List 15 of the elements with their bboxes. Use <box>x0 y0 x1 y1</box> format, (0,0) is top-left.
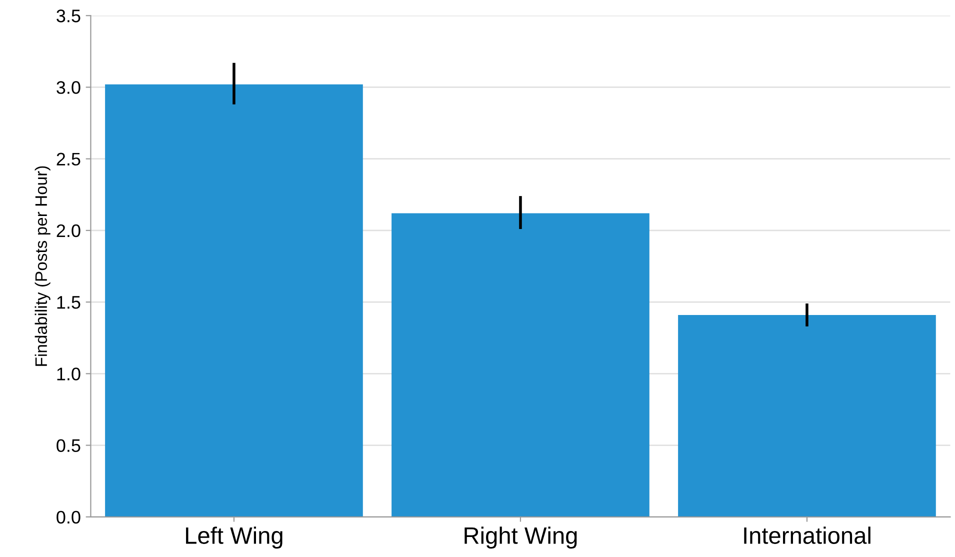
y-tick-label: 1.0 <box>57 368 80 380</box>
y-tick-label: 0.5 <box>56 439 80 452</box>
y-tick-label: 2.5 <box>56 152 80 166</box>
x-tick-label: International <box>744 526 870 544</box>
bar <box>392 213 650 517</box>
x-tick-label: Left Wing <box>186 526 282 549</box>
y-tick-label: 1.5 <box>57 296 80 309</box>
bar <box>105 84 363 517</box>
bar <box>678 314 936 517</box>
x-tick-label: Right Wing <box>464 526 577 549</box>
y-axis-title: Findability (Posts per Hour) <box>34 166 50 366</box>
y-tick-label: 3.0 <box>56 81 80 94</box>
y-tick-label: 0.0 <box>56 510 80 524</box>
y-tick-label: 3.5 <box>56 10 80 22</box>
y-tick-label: 2.0 <box>56 224 80 238</box>
